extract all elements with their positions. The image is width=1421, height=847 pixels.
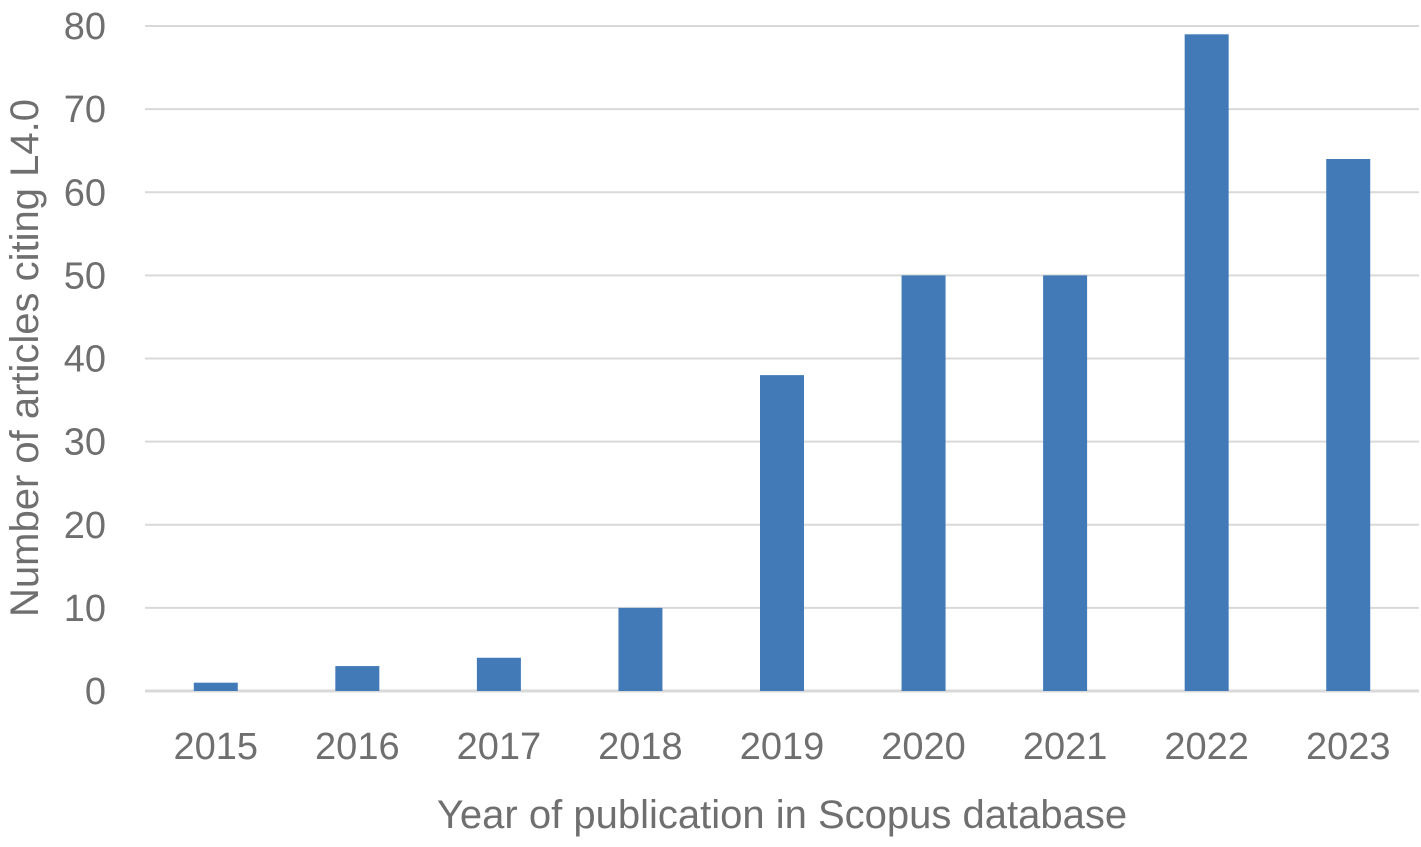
- x-tick-label: 2020: [881, 726, 966, 768]
- x-axis-title: Year of publication in Scopus database: [437, 793, 1127, 837]
- y-tick-label: 80: [64, 6, 106, 48]
- y-tick-label: 50: [64, 255, 106, 297]
- y-tick-label: 60: [64, 172, 106, 214]
- y-tick-label: 0: [85, 671, 106, 713]
- bar-2021: [1043, 275, 1088, 691]
- x-tick-label: 2015: [174, 726, 259, 768]
- x-tick-label: 2019: [740, 726, 825, 768]
- bar-2023: [1326, 159, 1371, 691]
- bar-2017: [476, 657, 521, 691]
- y-tick-label: 40: [64, 339, 106, 381]
- y-tick-label: 30: [64, 422, 106, 464]
- bar-2022: [1184, 34, 1229, 691]
- y-axis-ticks: 0 10 20 30 40 50 60 70 80: [64, 6, 106, 713]
- bars: [193, 34, 1371, 691]
- bar-2018: [618, 607, 663, 691]
- bar-2019: [760, 375, 804, 691]
- x-tick-label: 2022: [1164, 726, 1249, 768]
- bar-2016: [335, 666, 380, 691]
- x-tick-label: 2023: [1306, 726, 1391, 768]
- x-tick-label: 2021: [1023, 726, 1108, 768]
- x-axis-ticks: 2015 2016 2017 2018 2019 2020 2021 2022 2023: [174, 726, 1391, 768]
- bar-2015: [193, 682, 238, 691]
- x-tick-label: 2017: [457, 726, 542, 768]
- x-tick-label: 2018: [598, 726, 683, 768]
- x-tick-label: 2016: [315, 726, 400, 768]
- y-tick-label: 20: [64, 505, 106, 547]
- y-axis-title: Number of articles citing L4.0: [3, 99, 47, 617]
- y-tick-label: 10: [64, 588, 106, 630]
- bar-2020: [901, 275, 946, 691]
- y-tick-label: 70: [64, 89, 106, 131]
